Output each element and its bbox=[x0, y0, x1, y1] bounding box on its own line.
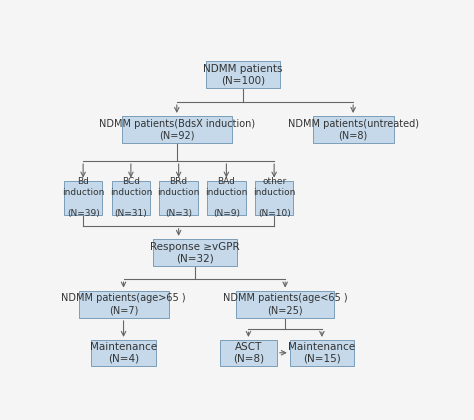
FancyBboxPatch shape bbox=[159, 181, 198, 215]
FancyBboxPatch shape bbox=[122, 116, 232, 143]
Text: BRd
induction

(N=3): BRd induction (N=3) bbox=[157, 177, 200, 218]
Text: BCd
induction

(N=31): BCd induction (N=31) bbox=[109, 177, 152, 218]
FancyBboxPatch shape bbox=[111, 181, 150, 215]
FancyBboxPatch shape bbox=[79, 291, 169, 318]
Text: NDMM patients(untreated)
(N=8): NDMM patients(untreated) (N=8) bbox=[288, 118, 419, 141]
FancyBboxPatch shape bbox=[255, 181, 293, 215]
FancyBboxPatch shape bbox=[290, 340, 354, 366]
Text: Response ≥vGPR
(N=32): Response ≥vGPR (N=32) bbox=[150, 241, 240, 263]
FancyBboxPatch shape bbox=[206, 61, 280, 88]
FancyBboxPatch shape bbox=[64, 181, 102, 215]
FancyBboxPatch shape bbox=[313, 116, 393, 143]
Text: ASCT
(N=8): ASCT (N=8) bbox=[233, 342, 264, 364]
FancyBboxPatch shape bbox=[237, 291, 334, 318]
Text: NDMM patients(age<65 )
(N=25): NDMM patients(age<65 ) (N=25) bbox=[223, 293, 347, 315]
FancyBboxPatch shape bbox=[153, 239, 237, 266]
Text: NDMM patients(BdsX induction)
(N=92): NDMM patients(BdsX induction) (N=92) bbox=[99, 118, 255, 141]
FancyBboxPatch shape bbox=[91, 340, 155, 366]
Text: Maintenance
(N=15): Maintenance (N=15) bbox=[288, 342, 356, 364]
Text: other
induction

(N=10): other induction (N=10) bbox=[253, 177, 295, 218]
Text: NDMM patients
(N=100): NDMM patients (N=100) bbox=[203, 64, 283, 86]
FancyBboxPatch shape bbox=[207, 181, 246, 215]
Text: NDMM patients(age>65 )
(N=7): NDMM patients(age>65 ) (N=7) bbox=[61, 293, 186, 315]
Text: BAd
induction

(N=9): BAd induction (N=9) bbox=[205, 177, 247, 218]
FancyBboxPatch shape bbox=[220, 340, 277, 366]
Text: Maintenance
(N=4): Maintenance (N=4) bbox=[90, 342, 157, 364]
Text: Bd
induction

(N=39): Bd induction (N=39) bbox=[62, 177, 104, 218]
